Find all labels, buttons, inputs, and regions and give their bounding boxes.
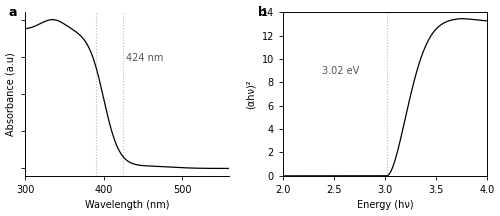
X-axis label: Wavelength (nm): Wavelength (nm) xyxy=(85,200,170,210)
Text: a: a xyxy=(9,6,18,19)
Text: 3.02 eV: 3.02 eV xyxy=(322,66,359,76)
Text: 424 nm: 424 nm xyxy=(126,53,163,63)
Y-axis label: Absorbance (a.u): Absorbance (a.u) xyxy=(6,52,16,136)
Text: b: b xyxy=(258,6,268,19)
X-axis label: Energy (hν): Energy (hν) xyxy=(356,200,413,210)
Y-axis label: (αhν)²: (αhν)² xyxy=(246,79,256,109)
